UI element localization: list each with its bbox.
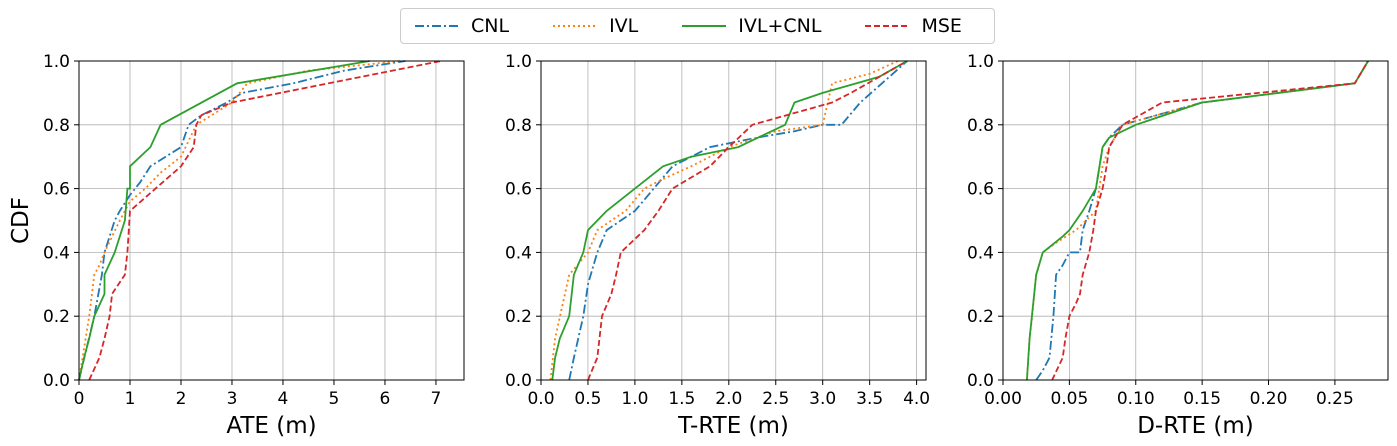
- x-tick-label: 0.0: [527, 389, 554, 409]
- y-tick-label: 0.4: [505, 243, 532, 263]
- x-tick-label: 0: [74, 389, 85, 409]
- y-tick-label: 0.4: [43, 243, 70, 263]
- y-tick-label: 0.8: [967, 116, 994, 136]
- legend-label-cnl: CNL: [471, 15, 510, 37]
- series-line-mse: [587, 60, 908, 381]
- y-tick-label: 1.0: [505, 52, 532, 72]
- x-tick-label: 0.5: [574, 389, 601, 409]
- axes-frame: [1002, 60, 1389, 381]
- series-line-mse: [1051, 60, 1369, 381]
- x-axis-label: T-RTE (m): [677, 413, 789, 439]
- x-tick-label: 6: [380, 389, 391, 409]
- chart-panel-2: 0.0 0.5 1.0 1.5 2.0 2.5 3.0 3.5 4.0 0.0 0.2 0.4 0.6 0…: [505, 52, 930, 439]
- series-line-ivl: [1026, 60, 1369, 381]
- axes-frame: [78, 60, 465, 381]
- y-tick-label: 0.0: [505, 371, 532, 391]
- y-tick-label: 0.6: [43, 180, 70, 200]
- x-axis-label: ATE (m): [226, 413, 316, 439]
- legend-item-mse: MSE: [863, 15, 991, 37]
- y-tick-label: 0.6: [967, 180, 994, 200]
- legend-swatch-ivl-cnl: [682, 25, 727, 27]
- series-line-ivl: [549, 60, 899, 381]
- x-tick-label: 1.0: [621, 389, 648, 409]
- x-tick-label: 0.05: [1050, 389, 1088, 409]
- series-line-cnl: [568, 60, 908, 381]
- x-tick-label: 0.15: [1183, 389, 1221, 409]
- y-tick-label: 0.0: [43, 371, 70, 391]
- x-tick-label: 0.00: [984, 389, 1022, 409]
- x-tick-label: 4: [278, 389, 289, 409]
- x-tick-label: 5: [329, 389, 340, 409]
- x-tick-label: 0.10: [1117, 389, 1155, 409]
- series-line-mse: [88, 60, 442, 381]
- legend-item-cnl: CNL: [413, 15, 539, 37]
- legend-label-ivl: IVL: [609, 15, 639, 37]
- legend-swatch-cnl: [415, 25, 459, 27]
- legend-item-ivl: IVL: [551, 15, 668, 37]
- x-tick-label: 0.20: [1250, 389, 1288, 409]
- legend-label-mse: MSE: [921, 15, 962, 37]
- chart-legend: CNL IVL IVL+CNL MSE: [400, 8, 995, 44]
- series-line-ivl: [78, 60, 401, 381]
- series-line-ivl-cnl: [78, 60, 370, 381]
- x-tick-label: 2.0: [715, 389, 742, 409]
- chart-panel-3: 0.00 0.05 0.10 0.15 0.20 0.25 0.0 0.2 0.4 0.6 0.8 1…: [967, 52, 1389, 439]
- y-tick-label: 0.4: [967, 243, 994, 263]
- series-line-cnl: [78, 60, 406, 381]
- y-tick-label: 0.2: [505, 307, 532, 327]
- x-tick-label: 2.5: [762, 389, 789, 409]
- y-tick-label: 1.0: [43, 52, 70, 72]
- y-tick-label: 0.0: [967, 371, 994, 391]
- y-tick-label: 0.2: [43, 307, 70, 327]
- x-tick-label: 3.0: [809, 389, 836, 409]
- x-tick-label: 3.5: [856, 389, 883, 409]
- y-tick-label: 1.0: [967, 52, 994, 72]
- legend-item-ivl-cnl: IVL+CNL: [680, 15, 851, 37]
- x-tick-label: 1.5: [668, 389, 695, 409]
- x-tick-label: 4.0: [903, 389, 930, 409]
- y-tick-label: 0.8: [43, 116, 70, 136]
- series-line-ivl-cnl: [551, 60, 908, 381]
- series-line-ivl-cnl: [1026, 60, 1369, 381]
- y-tick-label: 0.6: [505, 180, 532, 200]
- y-axis-label: CDF: [8, 197, 34, 244]
- x-tick-label: 7: [431, 389, 442, 409]
- legend-swatch-ivl: [553, 25, 598, 27]
- x-tick-label: 3: [227, 389, 238, 409]
- x-tick-label: 2: [176, 389, 187, 409]
- chart-panel-1: 0 1 2 3 4 5 6 7 0.0 0.2 0.4 0.6 0.8 1.0 ATE (m) CDF: [8, 52, 465, 439]
- legend-label-ivl-cnl: IVL+CNL: [738, 15, 822, 37]
- x-axis-label: D-RTE (m): [1137, 413, 1254, 439]
- y-tick-label: 0.2: [967, 307, 994, 327]
- axes-frame: [540, 60, 927, 381]
- y-tick-label: 0.8: [505, 116, 532, 136]
- x-tick-label: 1: [125, 389, 136, 409]
- legend-swatch-mse: [865, 25, 910, 27]
- x-tick-label: 0.25: [1316, 389, 1354, 409]
